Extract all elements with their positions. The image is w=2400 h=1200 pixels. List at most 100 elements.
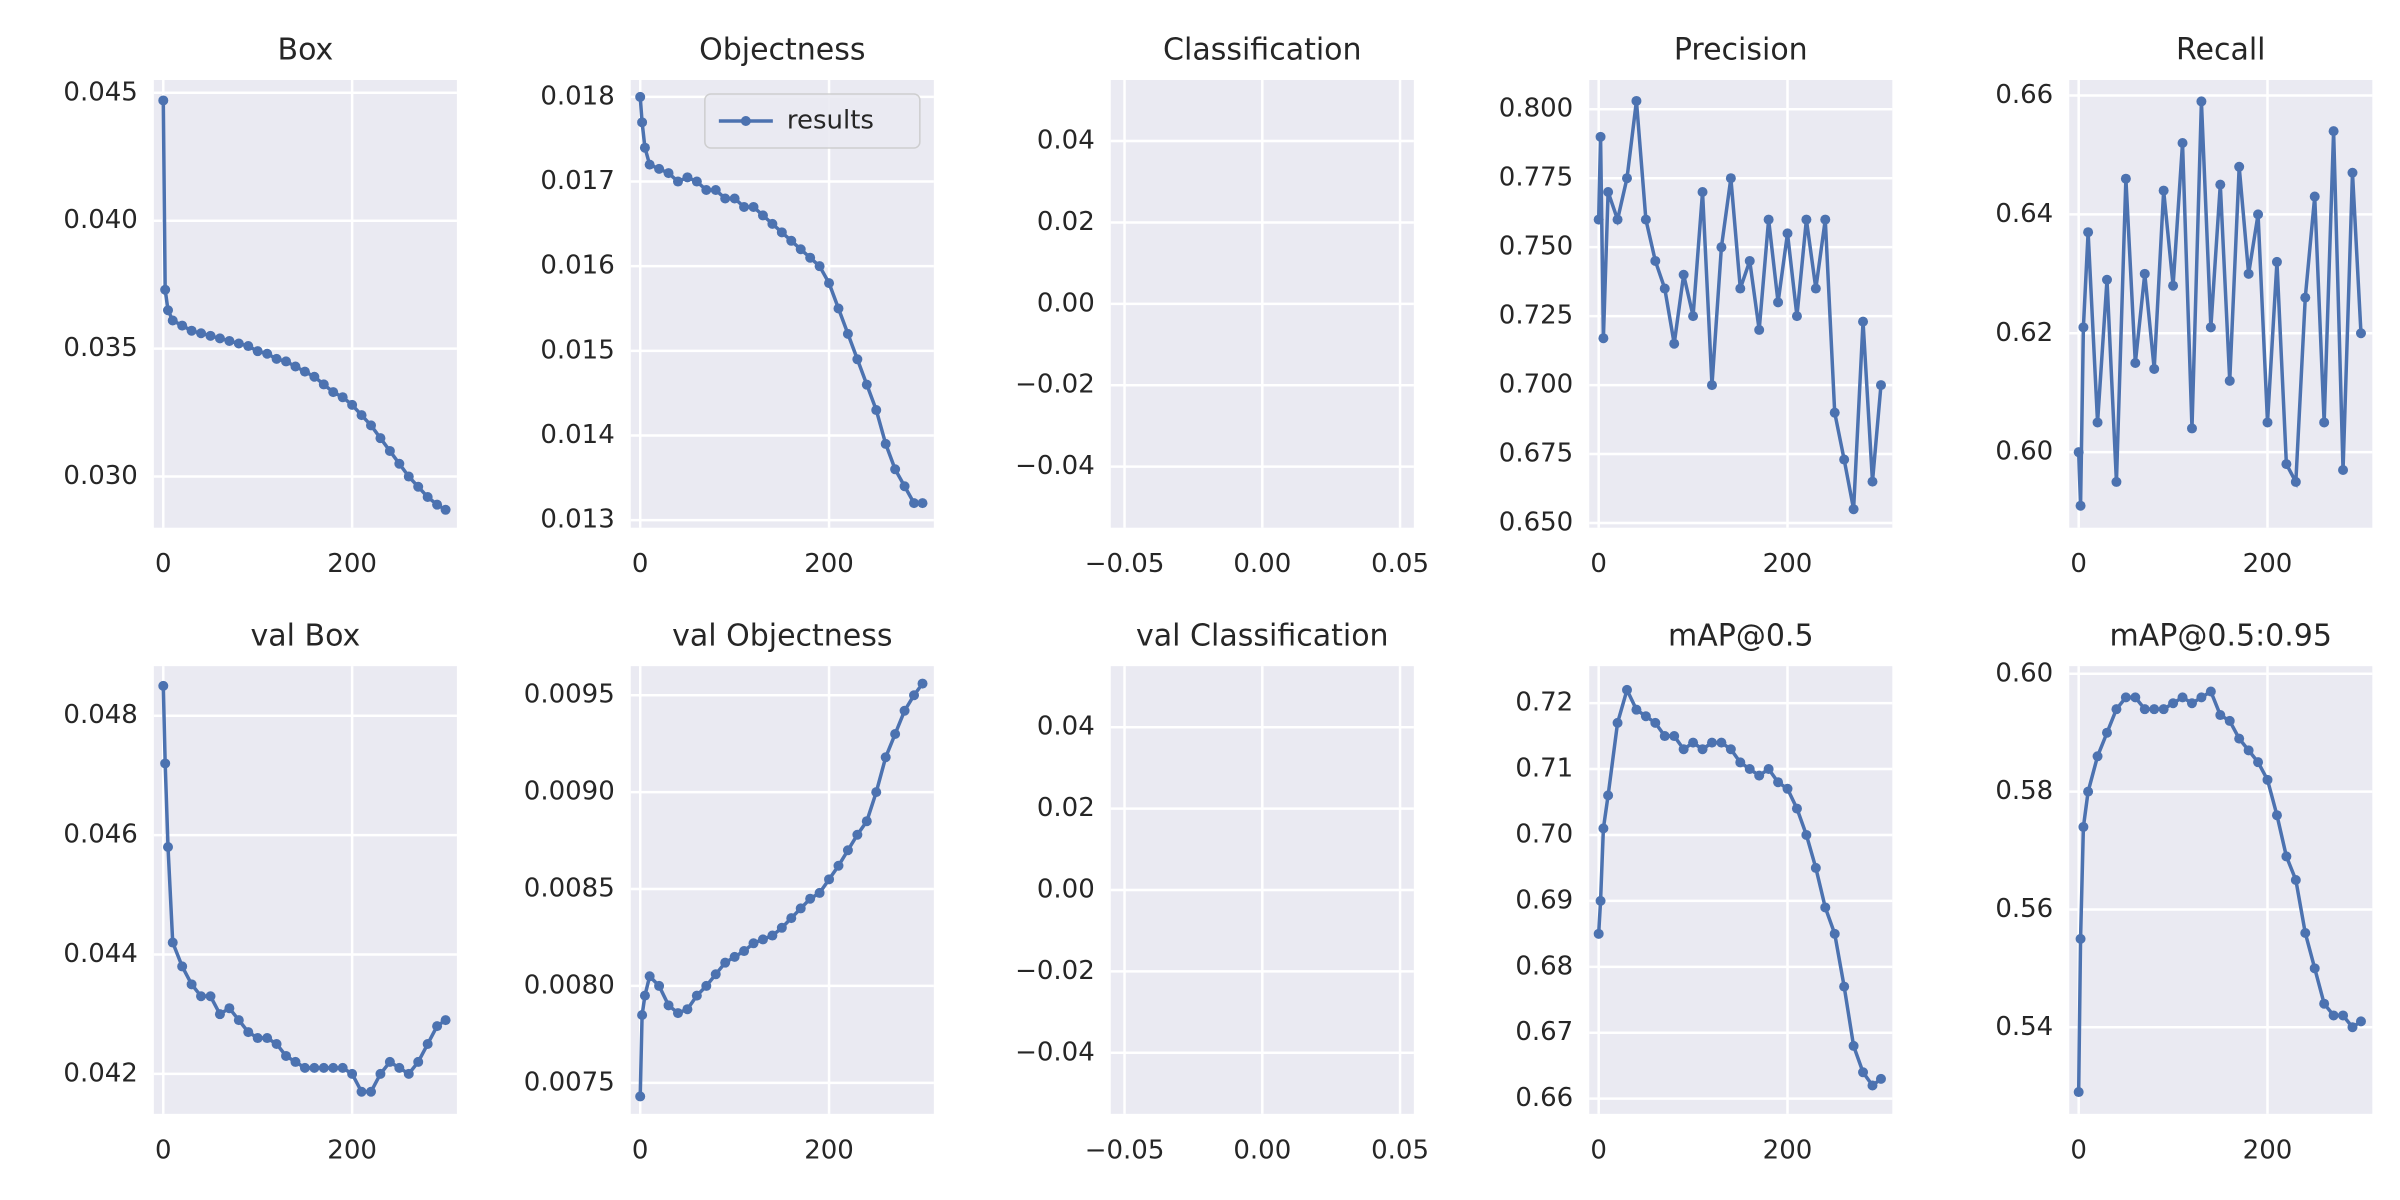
point: [394, 458, 405, 469]
point: [2111, 476, 2122, 487]
point: [1631, 704, 1642, 715]
point: [1839, 981, 1850, 992]
x-tick-label: 0: [632, 1135, 649, 1165]
point: [2309, 963, 2320, 974]
point: [2168, 280, 2179, 291]
point: [422, 1039, 433, 1050]
x-tick-label: −0.05: [1085, 549, 1165, 579]
x-tick-label: 0: [632, 549, 649, 579]
subplot: Classification −0.04 −0.02 0.00 0.02 0.04 −0.0…: [1015, 33, 1429, 580]
y-tick-label: 0.013: [540, 505, 614, 535]
point: [271, 1039, 282, 1050]
point: [299, 1062, 310, 1073]
point: [917, 498, 928, 509]
point: [2130, 692, 2141, 703]
point: [2111, 704, 2122, 715]
subplot-title: Classification: [1163, 33, 1362, 68]
point: [701, 980, 712, 991]
point: [1820, 902, 1831, 913]
point: [2083, 786, 2094, 797]
point: [2328, 126, 2339, 137]
point: [1697, 744, 1708, 755]
point: [2101, 727, 2112, 738]
y-tick-label: 0.62: [1995, 318, 2053, 348]
point: [1669, 731, 1680, 742]
point: [2281, 459, 2292, 470]
plot-area: [2069, 666, 2373, 1114]
point: [252, 1033, 263, 1044]
point: [1735, 283, 1746, 294]
point: [1848, 1040, 1859, 1051]
point: [890, 728, 901, 739]
point: [757, 210, 768, 221]
y-tick-label: 0.0095: [524, 680, 615, 710]
plot-area: [153, 666, 457, 1114]
y-tick-label: 0.58: [1995, 776, 2053, 806]
point: [729, 951, 740, 962]
point: [1773, 777, 1784, 788]
point: [177, 961, 188, 972]
point: [205, 330, 216, 341]
subplot: val Box 0.042 0.044 0.046 0.048 0 200: [63, 619, 457, 1165]
point: [842, 845, 853, 856]
y-tick-label: 0.800: [1499, 94, 1573, 124]
point: [262, 1033, 273, 1044]
subplot: mAP@0.5 0.66 0.67 0.68 0.69 0.70 0.71 0.72 0 200: [1515, 619, 1893, 1165]
point: [403, 1068, 414, 1079]
point: [1829, 407, 1840, 418]
point: [776, 227, 787, 238]
point: [196, 328, 207, 339]
point: [2271, 256, 2282, 267]
point: [2092, 751, 2103, 762]
point: [160, 284, 171, 295]
point: [2158, 704, 2169, 715]
point: [672, 176, 683, 187]
point: [2186, 423, 2197, 434]
point: [890, 464, 901, 475]
point: [1650, 255, 1661, 266]
point: [1754, 324, 1765, 335]
point: [309, 371, 320, 382]
x-tick-label: 200: [327, 549, 377, 579]
point: [767, 218, 778, 229]
point: [2271, 810, 2282, 821]
y-tick-label: 0.04: [1037, 712, 1095, 742]
point: [2253, 209, 2264, 220]
point: [2073, 1087, 2084, 1098]
point: [1603, 790, 1614, 801]
point: [432, 1021, 443, 1032]
point: [2177, 692, 2188, 703]
point: [1595, 131, 1606, 142]
point: [177, 320, 188, 331]
point: [824, 278, 835, 289]
point: [767, 930, 778, 941]
point: [2290, 476, 2301, 487]
point: [2205, 322, 2216, 333]
point: [2092, 417, 2103, 428]
point: [805, 893, 816, 904]
point: [842, 328, 853, 339]
point: [2149, 704, 2160, 715]
y-tick-label: 0.042: [63, 1058, 137, 1088]
y-tick-label: 0.650: [1499, 508, 1573, 538]
point: [852, 354, 863, 365]
point: [384, 1056, 395, 1067]
y-tick-label: 0.016: [540, 251, 614, 281]
point: [2224, 375, 2235, 386]
subplot-title: mAP@0.5:0.95: [2110, 619, 2332, 654]
y-tick-label: 0.00: [1037, 875, 1095, 905]
point: [691, 990, 702, 1001]
point: [757, 934, 768, 945]
y-tick-label: 0.00: [1037, 288, 1095, 318]
point: [403, 471, 414, 482]
point: [720, 957, 731, 968]
point: [2149, 363, 2160, 374]
point: [2215, 179, 2226, 190]
point: [1791, 803, 1802, 814]
point: [205, 991, 216, 1002]
point: [2158, 185, 2169, 196]
point: [1659, 731, 1670, 742]
y-tick-label: 0.046: [63, 820, 137, 850]
point: [2253, 757, 2264, 768]
point: [701, 185, 712, 196]
